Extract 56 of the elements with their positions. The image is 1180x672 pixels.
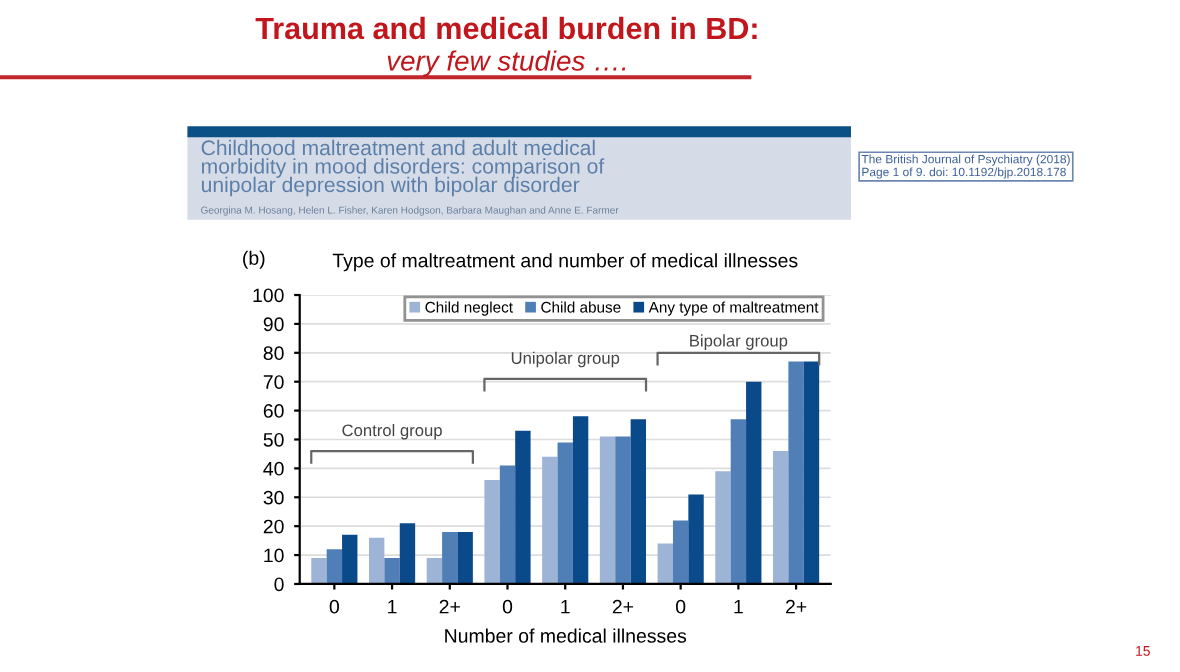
x-tick-label: 2+ bbox=[785, 599, 807, 614]
x-tick-label: 2+ bbox=[612, 599, 634, 614]
bar bbox=[803, 361, 820, 584]
bar bbox=[368, 537, 385, 584]
x-axis-title: Number of medical illnesses bbox=[445, 628, 687, 643]
bar bbox=[326, 549, 343, 584]
bar bbox=[542, 456, 558, 584]
x-tick-label: 0 bbox=[329, 599, 339, 614]
bar bbox=[499, 465, 516, 584]
bar bbox=[746, 381, 762, 584]
bar bbox=[730, 419, 747, 584]
y-tick-label: 40 bbox=[263, 461, 284, 476]
bar bbox=[672, 520, 689, 584]
bar bbox=[773, 451, 789, 584]
y-tick-label: 90 bbox=[263, 317, 284, 332]
y-tick-label: 100 bbox=[253, 288, 284, 303]
bar bbox=[630, 419, 647, 584]
bar bbox=[657, 543, 673, 584]
bar bbox=[426, 557, 443, 584]
bar bbox=[688, 494, 704, 584]
text: (b) bbox=[243, 250, 265, 269]
y-tick-label: 70 bbox=[263, 375, 284, 389]
x-tick-label: 1 bbox=[734, 599, 743, 614]
annotation: Unipolar group bbox=[511, 351, 620, 368]
bar bbox=[557, 442, 573, 584]
y-tick-label: 30 bbox=[263, 490, 284, 505]
chart-title: Type of maltreatment and number of medical illnesses bbox=[332, 253, 798, 272]
bar bbox=[572, 416, 589, 584]
bar bbox=[311, 557, 327, 584]
bar bbox=[342, 534, 358, 584]
bar bbox=[615, 436, 631, 584]
bar bbox=[599, 436, 616, 584]
x-tick-label: 1 bbox=[388, 599, 397, 614]
bar bbox=[715, 471, 731, 584]
bar bbox=[399, 523, 416, 584]
annotation: Control group bbox=[342, 423, 442, 440]
bar bbox=[457, 531, 473, 584]
x-tick-label: 0 bbox=[676, 599, 686, 614]
text: very few studies …. bbox=[387, 50, 626, 77]
x-tick-label: 0 bbox=[502, 599, 513, 614]
x-tick-label: 1 bbox=[561, 599, 570, 614]
y-tick-label: 80 bbox=[263, 346, 284, 361]
bar bbox=[384, 557, 400, 584]
y-tick-label: 50 bbox=[263, 432, 284, 447]
bar bbox=[442, 531, 458, 584]
annotation: Bipolar group bbox=[690, 334, 788, 350]
bar bbox=[515, 430, 531, 584]
y-tick-label: 60 bbox=[263, 404, 284, 418]
x-tick-label: 2+ bbox=[439, 599, 460, 614]
bar bbox=[788, 361, 804, 584]
y-tick-label: 0 bbox=[274, 577, 284, 592]
bar bbox=[484, 479, 500, 584]
y-tick-label: 10 bbox=[264, 548, 284, 563]
text: Trauma and medical burden in BD: bbox=[255, 16, 757, 40]
text: Childhood maltreatment and adult medical morbidity in mood disorders: comparison of unipolar depression with bipolar disorder bbox=[201, 139, 605, 197]
y-tick-label: 20 bbox=[263, 519, 284, 534]
